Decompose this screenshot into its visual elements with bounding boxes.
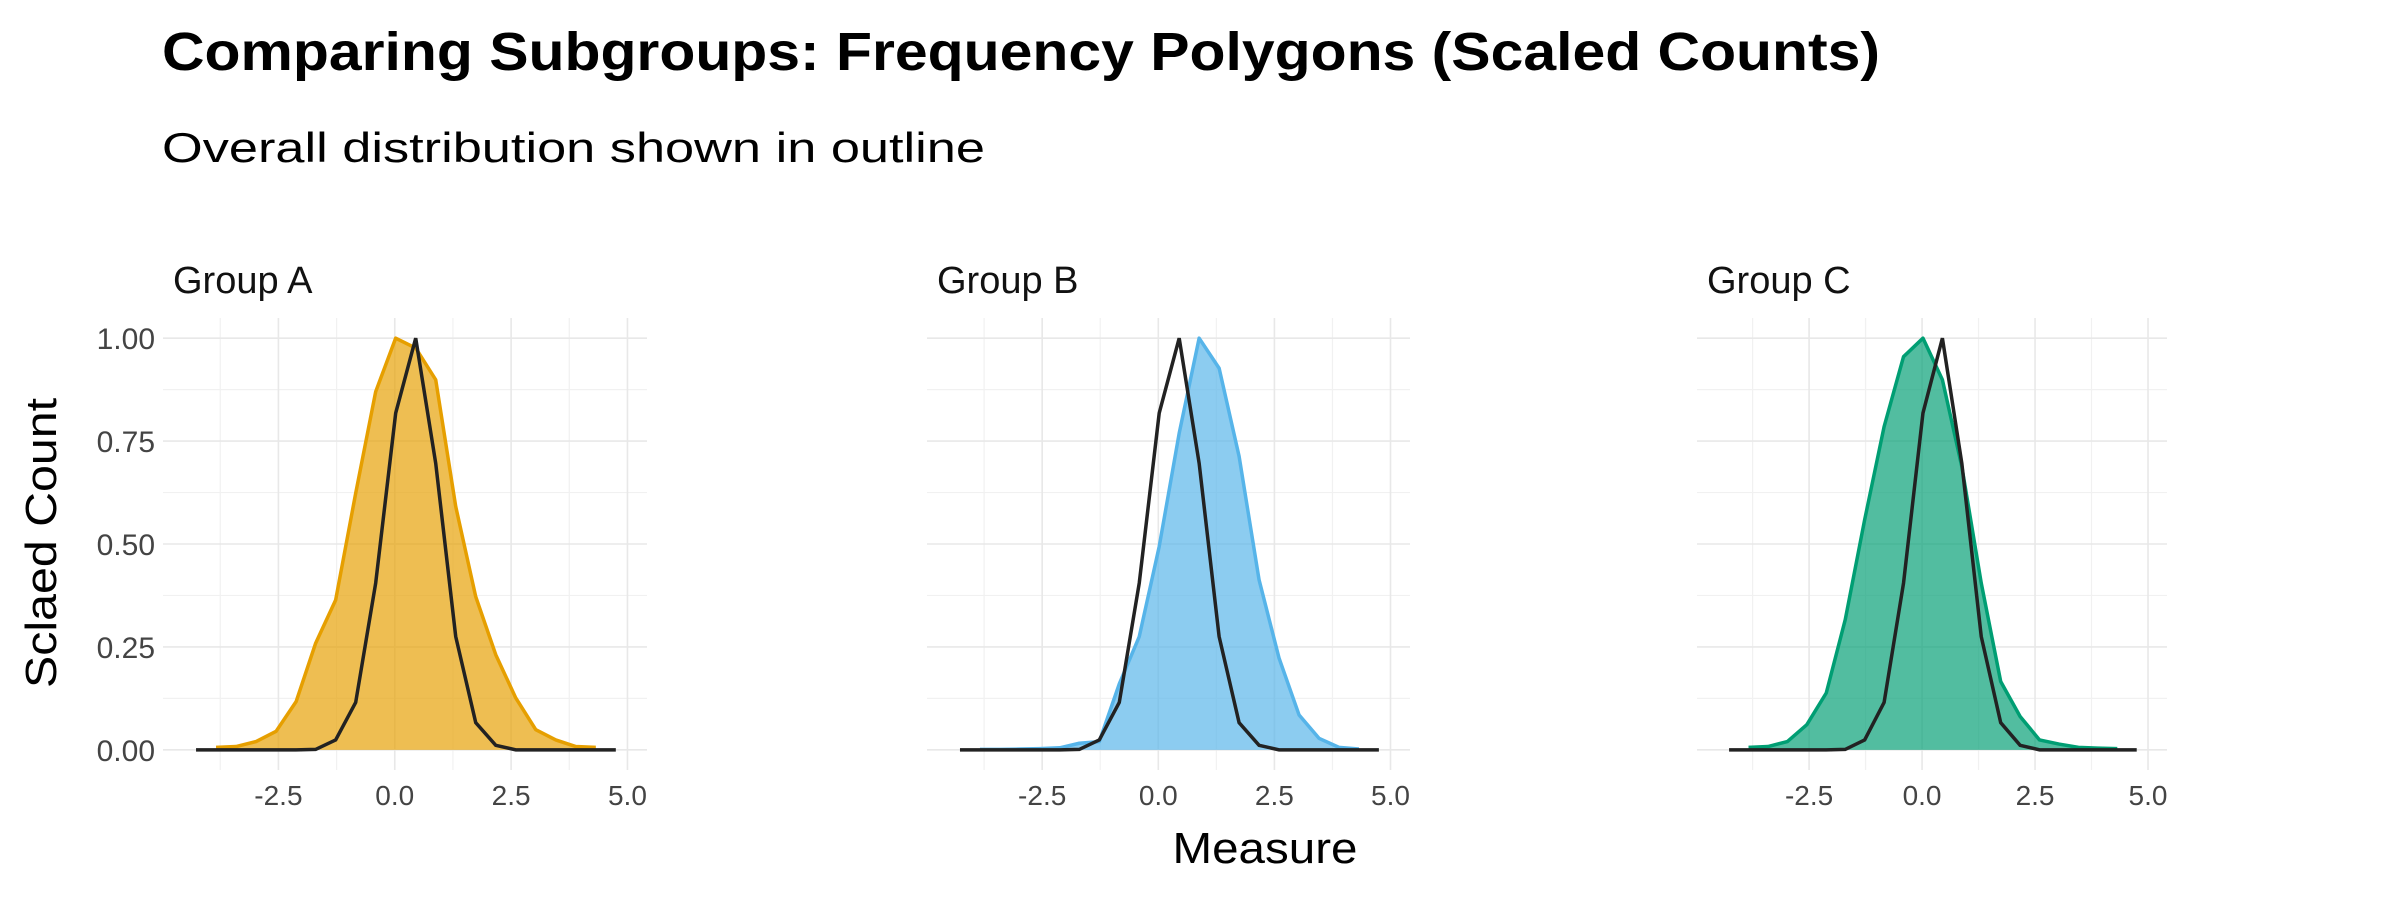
x-tick-label: 5.0 [2129, 780, 2168, 811]
panel-group-c: Group C -2.5 0.0 2.5 5.0 [1697, 260, 2167, 811]
overall-outline [959, 337, 1379, 752]
x-tick-label: 0.0 [1903, 780, 1942, 811]
x-tick-label: 0.0 [375, 780, 414, 811]
x-tick-label: -2.5 [1785, 780, 1833, 811]
y-tick-label: 1.00 [97, 323, 155, 356]
group-outline [215, 336, 596, 750]
x-tick-label: 5.0 [608, 780, 647, 811]
panel-title: Group C [1707, 260, 1851, 302]
x-tick-label: 5.0 [1371, 780, 1410, 811]
group-area [979, 338, 1359, 750]
group-outline [1748, 336, 2118, 751]
y-axis-label: Sclaed Count [17, 398, 66, 688]
x-tick-label: 2.5 [492, 780, 531, 811]
x-tick-label: 2.5 [2016, 780, 2055, 811]
chart-title: Comparing Subgroups: Frequency Polygons … [162, 22, 1880, 82]
y-tick-label: 0.25 [97, 632, 155, 665]
panel-title: Group B [937, 260, 1079, 302]
y-tick-label: 0.00 [97, 735, 155, 768]
chart-subtitle: Overall distribution shown in outline [162, 124, 985, 171]
overall-outline [196, 337, 616, 752]
group-area [216, 338, 596, 750]
panel-group-a: Group A -2.5 0.0 2.5 5.0 0.00 0.25 0.50 0.75 1.00 [97, 260, 647, 811]
group-area [1748, 338, 2118, 750]
x-axis-label: Measure [1173, 824, 1358, 873]
x-tick-label: 2.5 [1255, 780, 1294, 811]
y-tick-label: 0.50 [97, 529, 155, 562]
panel-group-b: Group B -2.5 0.0 2.5 5.0 [927, 260, 1410, 811]
x-tick-label: 0.0 [1139, 780, 1178, 811]
overall-outline [1729, 337, 2137, 752]
x-tick-label: -2.5 [254, 780, 302, 811]
x-tick-label: -2.5 [1018, 780, 1066, 811]
panel-title: Group A [173, 260, 313, 302]
y-tick-label: 0.75 [97, 426, 155, 459]
